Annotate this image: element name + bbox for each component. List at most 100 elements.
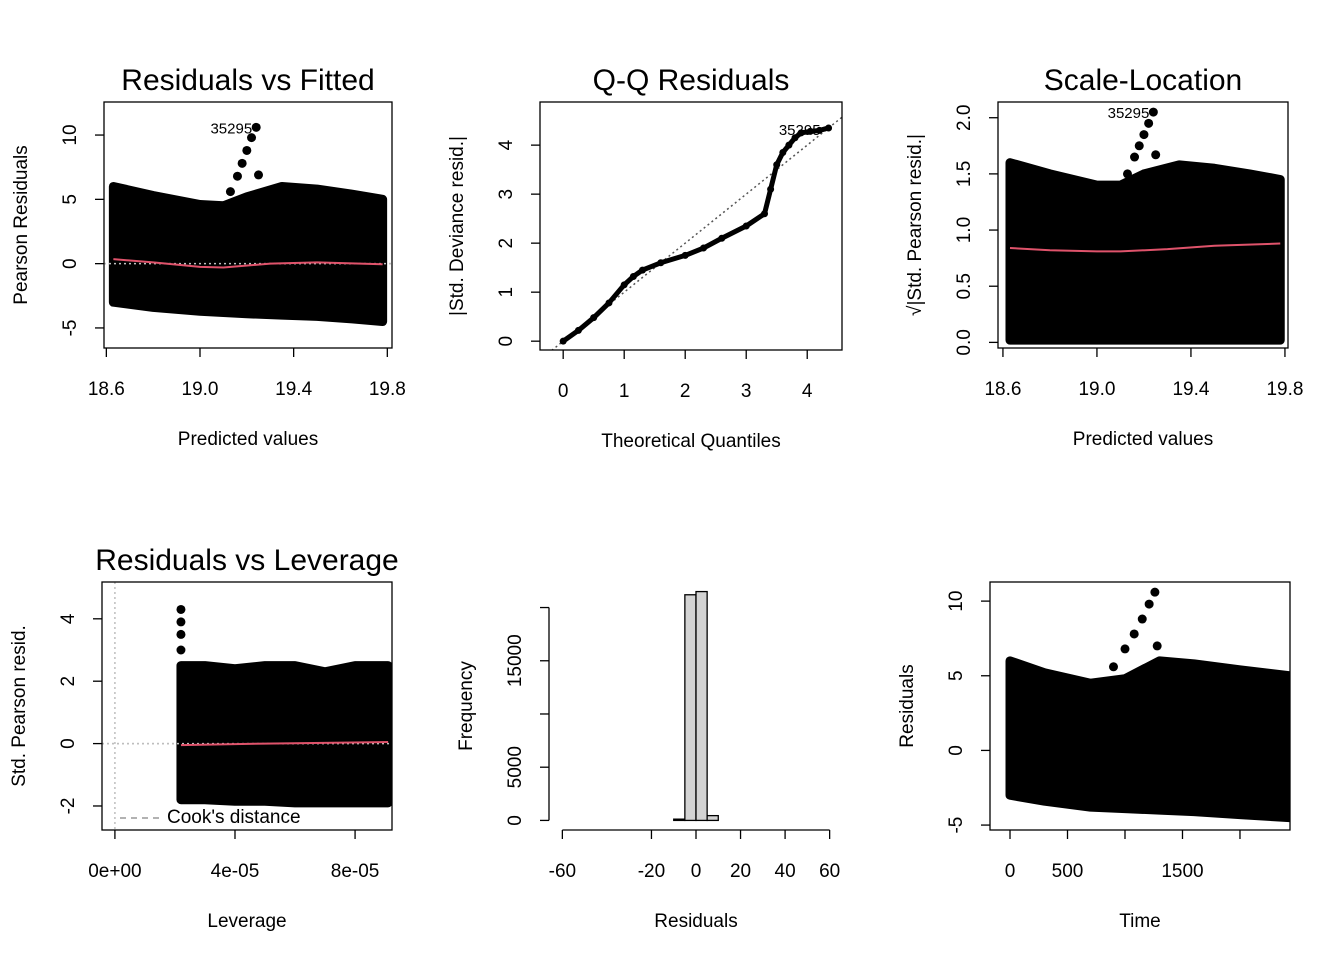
y-tick-label: 2.0	[954, 105, 975, 131]
point	[742, 222, 750, 230]
panel: 18.6 19.0 19.4 19.8 0.0 0.5 1.0 1.5 2.0 Scale-Loc…	[905, 64, 1303, 450]
x-tick-label: -20	[638, 861, 665, 882]
point	[1130, 152, 1140, 162]
point	[232, 171, 242, 181]
plot-area	[102, 582, 392, 830]
panel: 0 500 1500 -5 0 5 10 Time Residuals	[897, 581, 1291, 932]
x-axis-label: Time	[1119, 911, 1161, 932]
panel-title: Scale-Location	[1044, 64, 1242, 97]
y-tick-label: 2	[58, 676, 79, 687]
x-tick-label: 20	[730, 861, 751, 882]
x-tick-label: 0	[1005, 861, 1016, 882]
point	[1151, 150, 1161, 160]
x-tick-label: 18.6	[984, 379, 1021, 400]
y-axis-label: Residuals	[897, 664, 918, 747]
point	[1152, 641, 1162, 651]
point	[176, 629, 186, 639]
y-tick-label: 0	[946, 745, 967, 756]
point	[815, 126, 823, 134]
plot-area	[104, 122, 392, 327]
y-axis-label: Pearson Residuals	[11, 145, 32, 304]
y-tick-label: 1.5	[954, 161, 975, 187]
smooth-line	[180, 741, 389, 747]
smooth-line	[1009, 242, 1281, 253]
bar	[684, 594, 697, 822]
point	[1139, 130, 1149, 140]
point	[605, 299, 613, 307]
point	[773, 161, 781, 169]
panel-title: Residuals vs Fitted	[121, 64, 374, 97]
point	[825, 124, 833, 132]
y-tick-label: 0	[505, 815, 526, 826]
plot-box	[103, 101, 393, 349]
plot-area	[1005, 107, 1285, 345]
y-tick-label: 5	[946, 670, 967, 681]
point	[574, 326, 582, 334]
point	[254, 170, 264, 180]
x-tick-label: 4	[802, 381, 813, 402]
y-tick-label: 0	[496, 336, 517, 347]
point	[1129, 629, 1139, 639]
x-tick-label: -60	[549, 861, 576, 882]
point	[176, 645, 186, 655]
bar	[695, 590, 708, 822]
y-tick-label: 5	[60, 194, 81, 205]
point	[237, 158, 247, 168]
x-tick-label: 40	[775, 861, 796, 882]
point	[1144, 599, 1154, 609]
x-tick-label: 3	[741, 381, 752, 402]
y-tick-label: 2	[496, 238, 517, 249]
y-tick-label: 15000	[505, 634, 526, 687]
x-tick-label: 19.8	[369, 379, 406, 400]
point	[718, 234, 726, 242]
x-tick-label: 8e-05	[331, 861, 380, 882]
x-axis-label: Leverage	[207, 911, 286, 932]
y-axis-label: Std. Pearson resid.	[9, 625, 30, 787]
panel: 0e+00 4e-05 8e-05 -2 0 2 4 Residuals vs Leverag…	[9, 544, 399, 932]
y-tick-label: 4	[496, 139, 517, 150]
point	[700, 244, 708, 252]
point	[559, 337, 567, 345]
y-tick-label: -5	[60, 319, 81, 336]
point	[1108, 662, 1118, 672]
point	[1137, 614, 1147, 624]
point	[242, 145, 252, 155]
point-cloud	[1005, 656, 1290, 823]
x-tick-label: 500	[1052, 861, 1084, 882]
x-tick-label: 19.8	[1266, 379, 1303, 400]
y-tick-label: 5000	[505, 746, 526, 788]
y-tick-label: 10	[60, 124, 81, 145]
point	[1144, 118, 1154, 128]
x-axis-label: Predicted values	[178, 429, 318, 450]
point-cloud	[108, 181, 388, 327]
point	[176, 604, 186, 614]
y-axis-label: Frequency	[456, 661, 477, 751]
y-tick-label: -2	[58, 798, 79, 815]
point	[218, 201, 228, 211]
y-tick-label: 1	[496, 287, 517, 298]
x-axis-label: Predicted values	[1073, 429, 1213, 450]
plot-area	[551, 116, 842, 350]
bar	[706, 814, 719, 822]
point	[806, 127, 814, 135]
point	[247, 133, 257, 143]
plot-box	[101, 581, 393, 831]
smooth-line	[113, 258, 383, 269]
point	[1150, 587, 1160, 597]
x-tick-label: 0	[691, 861, 702, 882]
qq-line	[561, 125, 830, 344]
point	[251, 122, 261, 132]
y-tick-label: 10	[946, 591, 967, 612]
y-tick-label: 0.0	[954, 329, 975, 355]
point	[785, 141, 793, 149]
panel: -60 -20 0 20 40 60 0 5000 15000 Residuals Frequenc…	[456, 590, 840, 932]
x-tick-label: 18.6	[88, 379, 125, 400]
point	[791, 134, 799, 142]
x-axis-label: Theoretical Quantiles	[601, 431, 781, 452]
panel-title: Q-Q Residuals	[593, 64, 790, 97]
panel: 0 1 2 3 4 0 1 2 3 4 Q-Q Residuals Theoretical Quant…	[447, 64, 843, 452]
point-label: 35295	[1108, 105, 1150, 122]
legend-text: Cook's distance	[167, 807, 301, 828]
